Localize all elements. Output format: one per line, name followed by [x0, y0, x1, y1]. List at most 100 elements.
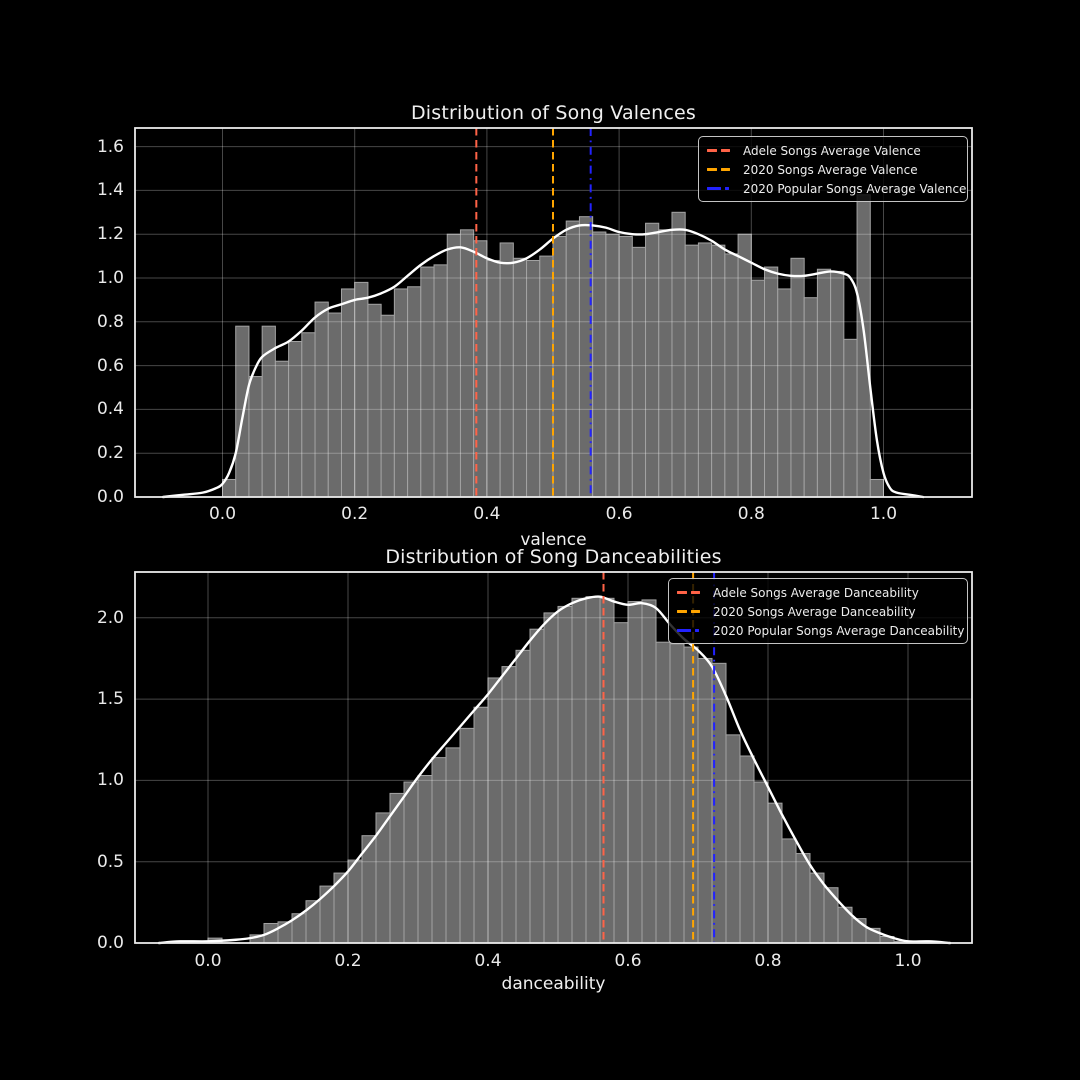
kde-curve [157, 595, 952, 945]
y-tick-label: 1.5 [96, 689, 124, 710]
dashed-line-swatch-tomato [707, 149, 734, 152]
histogram-bar [790, 257, 805, 498]
histogram-bar [487, 677, 503, 944]
histogram-bar [347, 859, 363, 944]
y-tick-label: 0.6 [96, 355, 124, 376]
histogram-bar [393, 288, 409, 498]
histogram-bar [641, 599, 657, 944]
legend-label: 2020 Popular Songs Average Valence [743, 181, 967, 196]
histogram-bar [697, 242, 713, 498]
histogram-bar [777, 288, 792, 498]
axes-spines [134, 571, 973, 944]
histogram-bar [683, 646, 699, 944]
chart-title-danceability: Distribution of Song Danceabilities [385, 546, 722, 568]
x-tick-label: 0.8 [754, 951, 782, 971]
histogram-bar [571, 597, 587, 944]
histogram-bar [795, 853, 811, 944]
histogram-bar [631, 246, 647, 498]
histogram-bar [380, 314, 395, 498]
axes-spines [134, 127, 973, 498]
histogram-bar [613, 622, 629, 944]
histogram-bar [585, 596, 601, 944]
x-tick-label: 0.4 [473, 504, 501, 524]
x-tick-label: 0.2 [334, 951, 362, 971]
histogram-bar [433, 264, 448, 498]
histogram-bar [669, 643, 685, 944]
histogram-bar [235, 325, 250, 498]
histogram-bar [389, 792, 405, 944]
y-tick-label: 1.0 [96, 268, 124, 288]
histogram-bar [803, 297, 818, 498]
histogram-bar [753, 781, 769, 944]
legend-danceability: Adele Songs Average Danceability 2020 So… [668, 578, 968, 644]
histogram-bar [725, 734, 741, 944]
legend-label: Adele Songs Average Valence [743, 143, 921, 158]
y-tick-label: 0.4 [96, 399, 124, 420]
histogram-bar [767, 802, 783, 944]
histogram-bar [459, 229, 475, 498]
histogram-bar [599, 597, 615, 944]
histogram-bar [739, 755, 755, 944]
histogram-bar [288, 341, 303, 498]
y-tick-label: 0.0 [96, 933, 124, 953]
histogram-bar [314, 301, 329, 498]
histogram-bar [327, 312, 342, 498]
y-tick-label: 1.4 [96, 180, 124, 201]
x-tick-label: 1.0 [869, 504, 898, 524]
dashed-line-swatch-tomato [677, 591, 704, 594]
x-axis-label-valence: valence [520, 530, 587, 550]
histogram-bar [340, 288, 356, 498]
histogram-bar [512, 257, 528, 498]
histogram-bar [459, 727, 475, 944]
chart-title-valence: Distribution of Song Valences [410, 102, 697, 124]
dashdot-line-swatch-blue [707, 187, 734, 190]
histogram-bar [501, 666, 517, 944]
histogram-bar [515, 649, 531, 944]
histogram-bar [781, 838, 797, 944]
histogram-bar [526, 259, 541, 498]
legend-item: 2020 Popular Songs Average Valence [707, 179, 966, 198]
legend-label: 2020 Songs Average Danceability [713, 604, 916, 619]
x-axis-label-danceability: danceability [501, 974, 606, 994]
histogram-bar [697, 657, 713, 944]
x-tick-label: 0.2 [341, 504, 369, 524]
x-tick-label: 0.6 [605, 504, 633, 524]
histogram-bar [557, 605, 573, 944]
histogram-bar [543, 612, 559, 944]
histogram-bar [407, 286, 422, 498]
y-tick-label: 0.2 [96, 443, 124, 464]
legend-item: 2020 Songs Average Valence [707, 160, 959, 179]
histogram-bar [655, 641, 671, 944]
histogram-bar [552, 235, 567, 498]
x-tick-label: 0.6 [614, 951, 642, 971]
histogram-bar [645, 222, 660, 498]
histogram-bar [658, 229, 673, 498]
histogram-bar [539, 255, 554, 498]
histogram-bar [711, 244, 726, 498]
histogram-bar [529, 628, 545, 944]
histogram-bar [305, 900, 321, 944]
histogram-bar [816, 268, 832, 498]
histogram-bar [869, 478, 885, 498]
legend-label: Adele Songs Average Danceability [713, 585, 919, 600]
histogram-bar [724, 253, 739, 498]
y-tick-label: 1.2 [96, 224, 124, 245]
histogram-bar [764, 266, 779, 498]
x-tick-label: 0.0 [194, 951, 222, 971]
y-tick-label: 0.5 [96, 851, 124, 872]
histogram-bar [301, 332, 316, 498]
histogram-bar [823, 887, 839, 944]
histogram-bar [684, 244, 699, 498]
histogram-bar [473, 706, 489, 944]
dashed-line-swatch-orange [707, 168, 734, 171]
y-tick-label: 0.0 [96, 487, 124, 507]
histogram-bar [319, 885, 335, 944]
x-tick-label: 0.8 [737, 504, 765, 524]
histogram-bar [843, 338, 858, 498]
histogram-bar [403, 781, 419, 944]
histogram-bar [830, 270, 845, 498]
legend-item: 2020 Popular Songs Average Danceability [677, 621, 964, 640]
y-tick-label: 1.0 [96, 770, 124, 791]
histogram-bar [420, 266, 435, 498]
